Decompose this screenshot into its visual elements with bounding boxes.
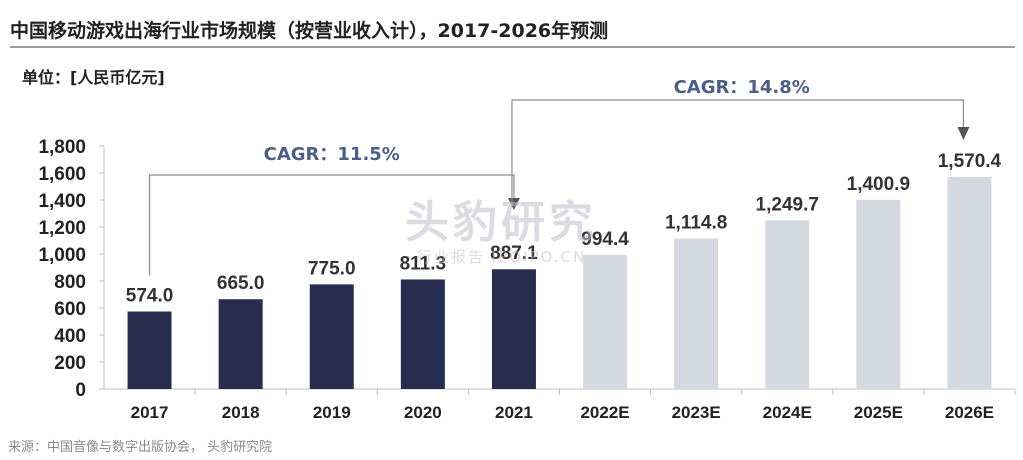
x-tick-label: 2022E — [580, 403, 629, 422]
cagr-label-2: CAGR：14.8% — [674, 77, 810, 98]
bar — [309, 284, 354, 389]
y-tick-label: 1,800 — [38, 137, 86, 158]
bar-value-label: 1,249.7 — [756, 194, 819, 215]
y-tick-label: 1,200 — [38, 218, 86, 239]
y-tick-label: 1,600 — [38, 164, 86, 185]
title-divider — [10, 46, 1015, 48]
bar-value-label: 994.4 — [581, 229, 629, 250]
bar-value-label: 1,114.8 — [665, 213, 727, 234]
y-tick-label: 0 — [75, 380, 86, 401]
x-tick-label: 2023E — [672, 403, 721, 422]
unit-label: 单位：[人民币亿元] — [22, 68, 165, 87]
x-tick-label: 2026E — [945, 403, 994, 422]
bar-value-label: 887.1 — [490, 243, 538, 264]
x-tick-label: 2025E — [854, 403, 903, 422]
bar — [583, 254, 628, 389]
x-tick-label: 2019 — [313, 403, 351, 422]
y-tick-label: 1,000 — [38, 245, 86, 266]
bar — [674, 238, 719, 389]
bar-value-label: 811.3 — [400, 253, 447, 274]
x-tick-label: 2020 — [404, 403, 442, 422]
y-tick-label: 600 — [54, 299, 86, 320]
y-tick-label: 800 — [54, 272, 86, 293]
x-tick-label: 2018 — [222, 403, 260, 422]
bar — [947, 176, 992, 389]
bar-value-label: 665.0 — [217, 273, 265, 294]
bar — [400, 279, 445, 389]
cagr-connector-2 — [511, 99, 965, 208]
bar — [856, 199, 901, 389]
x-tick-label: 2017 — [131, 403, 169, 422]
chart-title: 中国移动游戏出海行业市场规模（按营业收入计），2017-2026年预测 — [10, 20, 609, 42]
bar — [491, 269, 536, 389]
y-tick-label: 1,400 — [38, 191, 86, 212]
cagr-arrow-1 — [507, 198, 520, 210]
bar — [218, 299, 263, 389]
y-tick-label: 400 — [54, 326, 86, 347]
bar-value-label: 574.0 — [126, 286, 174, 307]
cagr-connector-1 — [148, 174, 515, 276]
cagr-label-1: CAGR：11.5% — [264, 144, 400, 165]
bar-value-label: 775.0 — [308, 258, 356, 279]
bar — [127, 311, 172, 389]
y-tick-label: 200 — [54, 353, 86, 374]
cagr-arrow-2 — [957, 127, 970, 140]
x-tick-label: 2021 — [495, 403, 533, 422]
bar-value-label: 1,400.9 — [847, 174, 910, 195]
bar-value-label: 1,570.4 — [938, 151, 1002, 172]
x-tick-label: 2024E — [763, 403, 812, 422]
bar — [765, 220, 810, 389]
source-note: 来源：中国音像与数字出版协会， 头豹研究院 — [8, 440, 273, 455]
